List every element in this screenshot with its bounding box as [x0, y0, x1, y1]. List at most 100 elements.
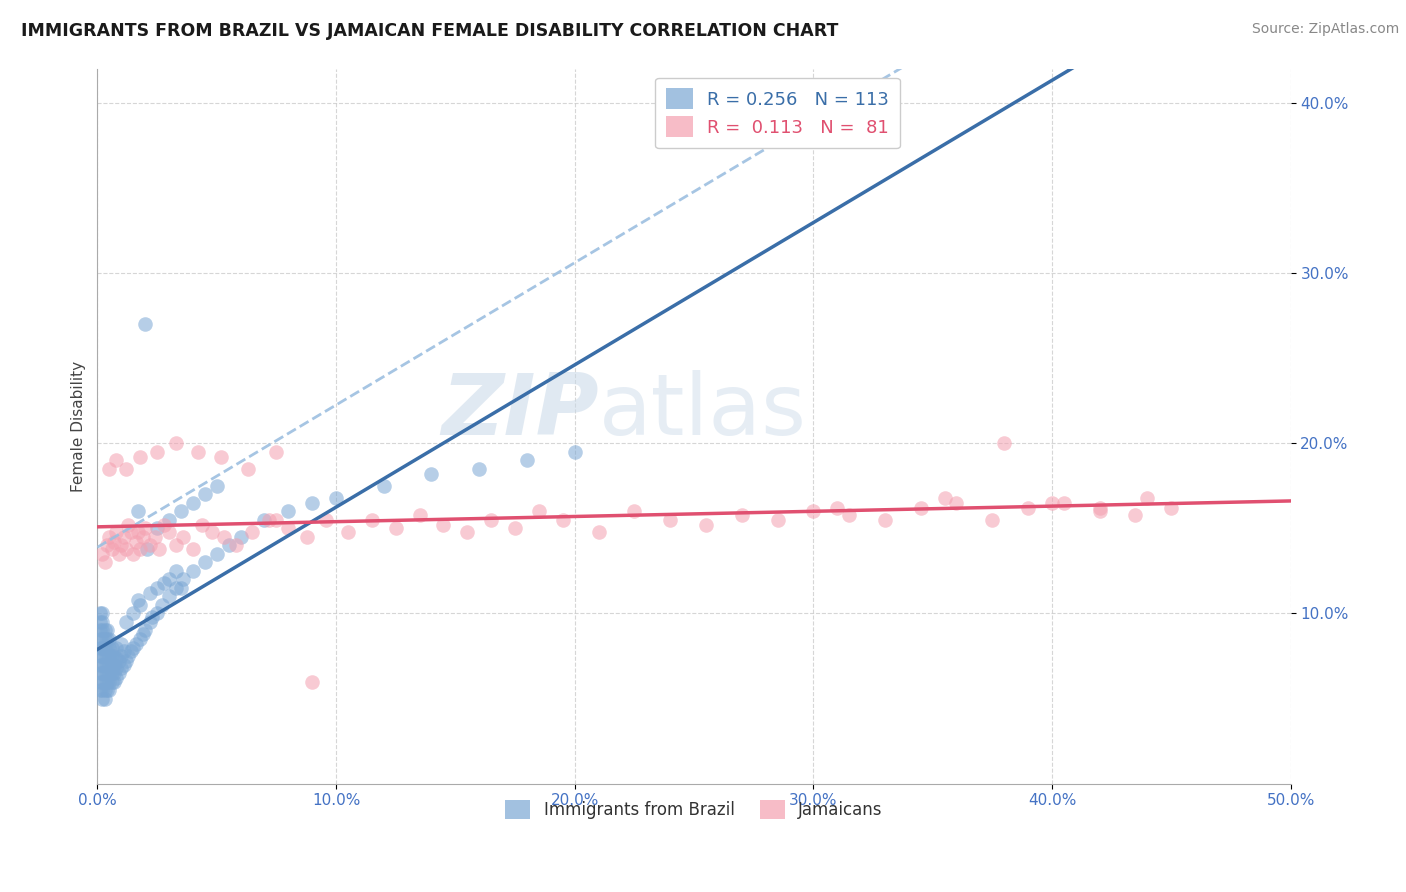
Point [89, 666, 111, 681]
Point [117, 517, 139, 532]
Point [103, 657, 125, 672]
Point [1017, 500, 1039, 515]
Point [408, 508, 430, 522]
Point [117, 648, 139, 663]
Point [122, 640, 145, 655]
Point [242, 524, 264, 539]
Point [89, 683, 111, 698]
Point [103, 535, 125, 549]
Point [503, 521, 526, 535]
Point [143, 530, 166, 544]
Point [225, 538, 247, 552]
Point [91, 648, 114, 663]
Point [181, 541, 204, 556]
Point [157, 590, 180, 604]
Point [266, 513, 288, 527]
Point [277, 504, 299, 518]
Point [98, 666, 121, 681]
Point [91, 691, 114, 706]
Point [110, 637, 132, 651]
Point [89, 657, 111, 672]
Point [96, 657, 118, 672]
Point [212, 530, 235, 544]
Point [98, 657, 121, 672]
Point [170, 504, 193, 518]
Point [516, 453, 538, 467]
Point [229, 530, 252, 544]
Point [266, 444, 288, 458]
Point [96, 683, 118, 698]
Point [105, 640, 128, 655]
Point [91, 607, 114, 621]
Point [766, 513, 789, 527]
Point [1040, 496, 1063, 510]
Point [659, 513, 682, 527]
Point [105, 661, 128, 675]
Point [623, 504, 645, 518]
Point [297, 530, 319, 544]
Point [91, 674, 114, 689]
Text: ZIP: ZIP [441, 370, 599, 453]
Point [134, 624, 156, 638]
Point [801, 504, 824, 518]
Point [172, 573, 194, 587]
Point [100, 648, 122, 663]
Point [96, 648, 118, 663]
Point [384, 521, 406, 535]
Point [456, 524, 478, 539]
Point [194, 555, 217, 569]
Point [181, 564, 204, 578]
Point [122, 607, 145, 621]
Point [98, 640, 121, 655]
Point [91, 624, 114, 638]
Point [253, 513, 276, 527]
Point [105, 524, 128, 539]
Point [120, 644, 142, 658]
Point [91, 615, 114, 629]
Point [98, 530, 121, 544]
Point [98, 461, 121, 475]
Point [218, 538, 240, 552]
Point [165, 436, 187, 450]
Point [315, 513, 337, 527]
Point [201, 524, 224, 539]
Point [89, 615, 111, 629]
Point [103, 648, 125, 663]
Point [110, 538, 132, 552]
Point [325, 491, 347, 505]
Point [205, 547, 228, 561]
Point [146, 444, 169, 458]
Point [115, 615, 138, 629]
Point [165, 564, 187, 578]
Point [1136, 491, 1159, 505]
Point [205, 479, 228, 493]
Y-axis label: Female Disability: Female Disability [72, 360, 86, 491]
Point [89, 632, 111, 646]
Point [127, 504, 149, 518]
Point [100, 657, 122, 672]
Point [301, 496, 323, 510]
Point [110, 661, 132, 675]
Point [91, 683, 114, 698]
Point [695, 517, 717, 532]
Point [981, 513, 1004, 527]
Point [89, 640, 111, 655]
Text: IMMIGRANTS FROM BRAZIL VS JAMAICAN FEMALE DISABILITY CORRELATION CHART: IMMIGRANTS FROM BRAZIL VS JAMAICAN FEMAL… [21, 22, 838, 40]
Point [468, 461, 491, 475]
Point [191, 517, 214, 532]
Point [115, 541, 138, 556]
Point [139, 538, 162, 552]
Point [157, 573, 180, 587]
Point [129, 598, 152, 612]
Point [139, 615, 162, 629]
Point [136, 541, 159, 556]
Point [112, 657, 135, 672]
Point [131, 627, 153, 641]
Point [115, 461, 138, 475]
Point [93, 555, 115, 569]
Point [257, 513, 280, 527]
Point [157, 524, 180, 539]
Point [98, 683, 121, 698]
Point [146, 521, 169, 535]
Point [301, 674, 323, 689]
